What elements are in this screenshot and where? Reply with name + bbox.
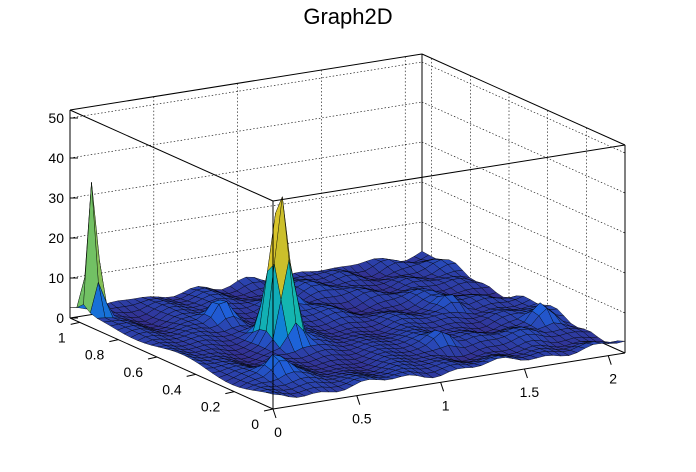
y-tick-label: 0.4 [162,381,182,397]
y-axis-line [69,317,274,410]
x-axis-line [272,352,626,410]
z-tick-label: 20 [48,230,64,246]
tick-mark [356,395,361,405]
y-tick-label: 0.6 [124,364,144,380]
z-grid-line [421,101,626,194]
z-grid-line [421,61,626,154]
tick-mark [186,373,196,377]
y-tick-label: 0.8 [85,347,105,363]
z-grid-line [69,181,423,239]
tick-mark [607,355,612,365]
tick-mark [70,321,80,325]
box-edge-front [69,109,274,202]
box-edge [421,53,626,146]
tick-mark [147,356,158,360]
z-tick-label: 50 [48,110,64,126]
surface-cell [266,391,282,396]
x-tick-label: 0 [274,424,282,440]
z-grid-line [69,101,423,159]
x-tick-label: 2 [609,371,617,387]
x-tick-label: 1 [442,397,450,413]
x-tick-label: 1.5 [520,384,540,400]
tick-mark [523,368,528,379]
y-tick-label: 1 [58,329,66,345]
tick-mark [109,339,119,343]
tick-mark [272,408,277,419]
x-tick-label: 0.5 [352,411,372,427]
z-grid-line [421,141,626,234]
surface-mesh [69,182,626,398]
z-grid-line [421,181,626,274]
z-grid-line [69,61,423,119]
box-edge [69,53,423,111]
tick-mark [263,408,274,412]
y-tick-label: 0 [251,416,259,432]
z-tick-label: 30 [48,190,64,206]
tick-mark [225,391,235,395]
box-edge-front [272,144,626,202]
z-tick-label: 40 [48,150,64,166]
z-tick-label: 10 [48,270,64,286]
tick-mark [440,382,445,392]
y-tick-label: 0.2 [201,399,221,415]
z-tick-label: 0 [56,310,64,326]
z-grid-line [69,141,423,199]
chart-title: Graph2D [303,4,392,29]
axis-box-front [69,109,626,410]
